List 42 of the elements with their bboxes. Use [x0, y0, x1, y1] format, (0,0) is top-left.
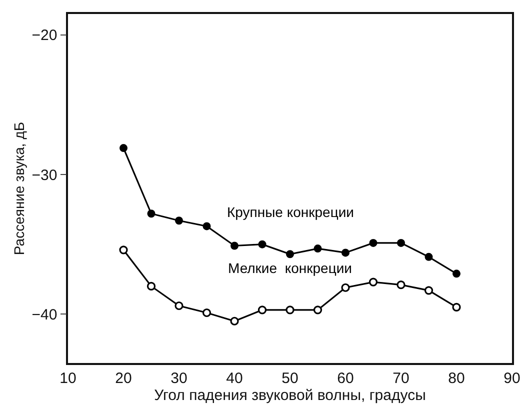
point: [146, 282, 156, 291]
x-tick-label: 20: [115, 370, 132, 387]
point: [258, 306, 267, 314]
x-tick-label: 80: [448, 370, 465, 387]
point: [175, 216, 183, 225]
series-label: Мелкие конкреции: [228, 260, 352, 276]
x-tick-label: 60: [337, 370, 354, 387]
point: [286, 306, 294, 314]
point: [286, 250, 294, 258]
point: [230, 316, 239, 326]
point: [397, 238, 405, 247]
x-tick-label: 10: [60, 370, 76, 387]
point: [120, 144, 128, 152]
point: [341, 283, 350, 292]
y-axis-title: Рассеяние звука, дБ: [10, 122, 27, 256]
point: [369, 238, 378, 247]
y-tick-label: −20: [32, 27, 58, 44]
x-tick-label: 90: [504, 370, 520, 387]
point: [424, 252, 433, 261]
point: [314, 244, 322, 253]
point: [424, 286, 434, 295]
point: [147, 210, 156, 218]
point: [368, 278, 378, 286]
point: [342, 248, 350, 257]
point: [174, 301, 184, 310]
y-tick-label: −30: [32, 166, 58, 184]
point: [230, 242, 238, 250]
x-axis-title: Угол падения звуковой волны, градусы: [154, 386, 426, 404]
x-tick-label: 30: [170, 370, 188, 387]
point: [258, 240, 266, 248]
point: [202, 222, 211, 230]
y-tick-label: −40: [32, 306, 58, 324]
point: [452, 270, 460, 278]
point: [313, 306, 322, 314]
x-tick-label: 40: [226, 370, 243, 387]
x-tick-label: 70: [392, 370, 410, 387]
x-tick-label: 50: [282, 370, 298, 387]
series-label: Крупные конкреции: [227, 204, 354, 220]
point: [452, 302, 461, 312]
point: [202, 308, 212, 318]
point: [396, 280, 406, 290]
point: [119, 246, 128, 254]
